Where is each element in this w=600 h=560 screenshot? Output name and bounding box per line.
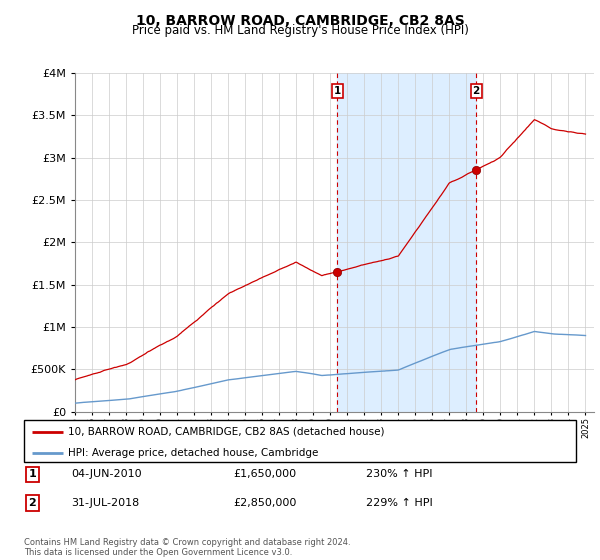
Text: 2: 2 — [28, 498, 36, 508]
Text: 1: 1 — [28, 469, 36, 479]
Text: 31-JUL-2018: 31-JUL-2018 — [71, 498, 139, 508]
Text: 230% ↑ HPI: 230% ↑ HPI — [366, 469, 433, 479]
Text: £2,850,000: £2,850,000 — [234, 498, 297, 508]
Text: £1,650,000: £1,650,000 — [234, 469, 297, 479]
Text: 1: 1 — [334, 86, 341, 96]
Text: 10, BARROW ROAD, CAMBRIDGE, CB2 8AS (detached house): 10, BARROW ROAD, CAMBRIDGE, CB2 8AS (det… — [68, 427, 385, 437]
Text: HPI: Average price, detached house, Cambridge: HPI: Average price, detached house, Camb… — [68, 448, 319, 458]
Text: 229% ↑ HPI: 229% ↑ HPI — [366, 498, 433, 508]
FancyBboxPatch shape — [24, 420, 576, 462]
Text: 04-JUN-2010: 04-JUN-2010 — [71, 469, 142, 479]
Text: 2: 2 — [473, 86, 480, 96]
Text: Price paid vs. HM Land Registry's House Price Index (HPI): Price paid vs. HM Land Registry's House … — [131, 24, 469, 37]
Text: Contains HM Land Registry data © Crown copyright and database right 2024.
This d: Contains HM Land Registry data © Crown c… — [24, 538, 350, 557]
Bar — [337, 73, 476, 412]
Text: 10, BARROW ROAD, CAMBRIDGE, CB2 8AS: 10, BARROW ROAD, CAMBRIDGE, CB2 8AS — [136, 14, 464, 28]
